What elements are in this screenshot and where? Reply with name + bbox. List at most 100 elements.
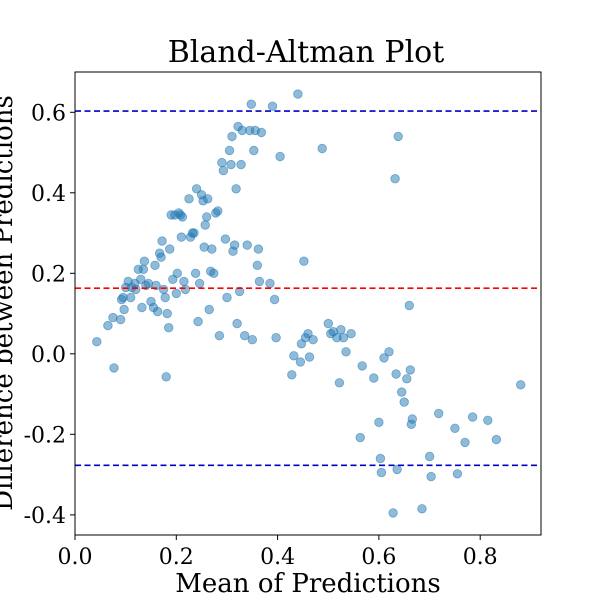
- data-point: [191, 184, 202, 194]
- data-point: [254, 276, 265, 287]
- data-point: [209, 268, 219, 279]
- data-point: [103, 320, 113, 331]
- data-point: [160, 292, 170, 303]
- y-axis-label: Difference between Predictions: [0, 95, 19, 511]
- data-point: [392, 464, 402, 475]
- data-point: [184, 194, 194, 204]
- y-tick-label: -0.2: [24, 423, 66, 448]
- data-point: [304, 352, 315, 362]
- data-point: [231, 184, 241, 194]
- data-point: [275, 151, 285, 162]
- data-point: [200, 220, 210, 230]
- y-ticks: -0.4 -0.2 0.0 0.2 0.4 0.6: [24, 101, 75, 529]
- data-point: [163, 323, 174, 333]
- data-point: [190, 268, 201, 279]
- data-point: [384, 347, 394, 357]
- data-point: [157, 236, 167, 246]
- data-point: [391, 369, 401, 379]
- data-point: [246, 99, 257, 109]
- data-point: [271, 333, 281, 343]
- data-point: [460, 437, 470, 448]
- chart-title: Bland-Altman Plot: [168, 35, 445, 70]
- data-point: [242, 240, 252, 250]
- data-point: [267, 101, 278, 111]
- data-point: [376, 467, 387, 478]
- data-point: [491, 434, 502, 445]
- data-point: [336, 325, 346, 335]
- data-point: [189, 228, 199, 238]
- data-point: [224, 145, 235, 156]
- data-point: [138, 264, 149, 275]
- data-point: [131, 284, 141, 295]
- y-tick-label: 0.4: [31, 182, 66, 207]
- data-point: [156, 252, 166, 262]
- data-point: [162, 308, 172, 319]
- data-point: [308, 335, 318, 345]
- data-point: [375, 453, 386, 464]
- y-tick-label: 0.0: [31, 343, 66, 368]
- data-point: [452, 469, 463, 479]
- data-point: [516, 380, 526, 390]
- data-point: [125, 292, 136, 303]
- data-point: [176, 232, 187, 242]
- data-point: [323, 318, 334, 329]
- y-tick-label: 0.6: [31, 101, 66, 126]
- data-point: [202, 194, 213, 204]
- data-point: [397, 387, 407, 397]
- reference-lines-layer: [75, 110, 541, 467]
- data-point: [194, 278, 205, 289]
- data-point: [220, 234, 231, 244]
- data-point: [287, 370, 297, 380]
- data-point: [161, 372, 171, 382]
- data-point: [338, 333, 349, 343]
- data-point: [119, 304, 129, 315]
- x-tick-label: 0.8: [463, 545, 498, 570]
- data-point: [374, 417, 384, 428]
- data-point: [252, 260, 262, 271]
- data-point: [299, 256, 309, 266]
- data-point: [269, 294, 280, 305]
- data-point: [179, 276, 189, 287]
- data-point: [369, 373, 379, 383]
- data-point: [265, 278, 275, 289]
- points-layer: [92, 89, 526, 518]
- data-point: [109, 363, 119, 373]
- data-point: [236, 159, 246, 170]
- data-point: [177, 212, 188, 222]
- data-point: [424, 451, 435, 462]
- data-point: [404, 300, 415, 311]
- data-point: [232, 318, 242, 329]
- data-point: [239, 331, 250, 341]
- x-axis-label: Mean of Predictions: [175, 569, 440, 599]
- data-point: [136, 274, 146, 285]
- data-point: [204, 304, 214, 315]
- data-point: [253, 244, 264, 254]
- data-point: [92, 337, 102, 347]
- data-point: [222, 292, 232, 303]
- x-tick-label: 0.2: [159, 545, 194, 570]
- data-point: [164, 244, 175, 254]
- data-point: [303, 329, 313, 339]
- data-point: [390, 173, 400, 184]
- data-point: [172, 268, 183, 279]
- data-point: [180, 284, 191, 295]
- data-point: [434, 408, 444, 419]
- data-point: [115, 314, 126, 325]
- data-point: [218, 165, 229, 176]
- data-point: [388, 508, 398, 518]
- data-point: [152, 306, 163, 317]
- data-point: [426, 471, 436, 482]
- data-point: [402, 374, 412, 384]
- data-point: [355, 432, 365, 443]
- data-point: [201, 212, 212, 222]
- x-tick-label: 0.4: [260, 545, 295, 570]
- data-point: [207, 244, 217, 254]
- data-point: [407, 414, 418, 424]
- data-point: [393, 131, 403, 142]
- data-point: [346, 329, 356, 339]
- data-point: [217, 157, 227, 168]
- data-point: [467, 412, 478, 422]
- data-point: [341, 347, 351, 357]
- data-point: [483, 415, 493, 426]
